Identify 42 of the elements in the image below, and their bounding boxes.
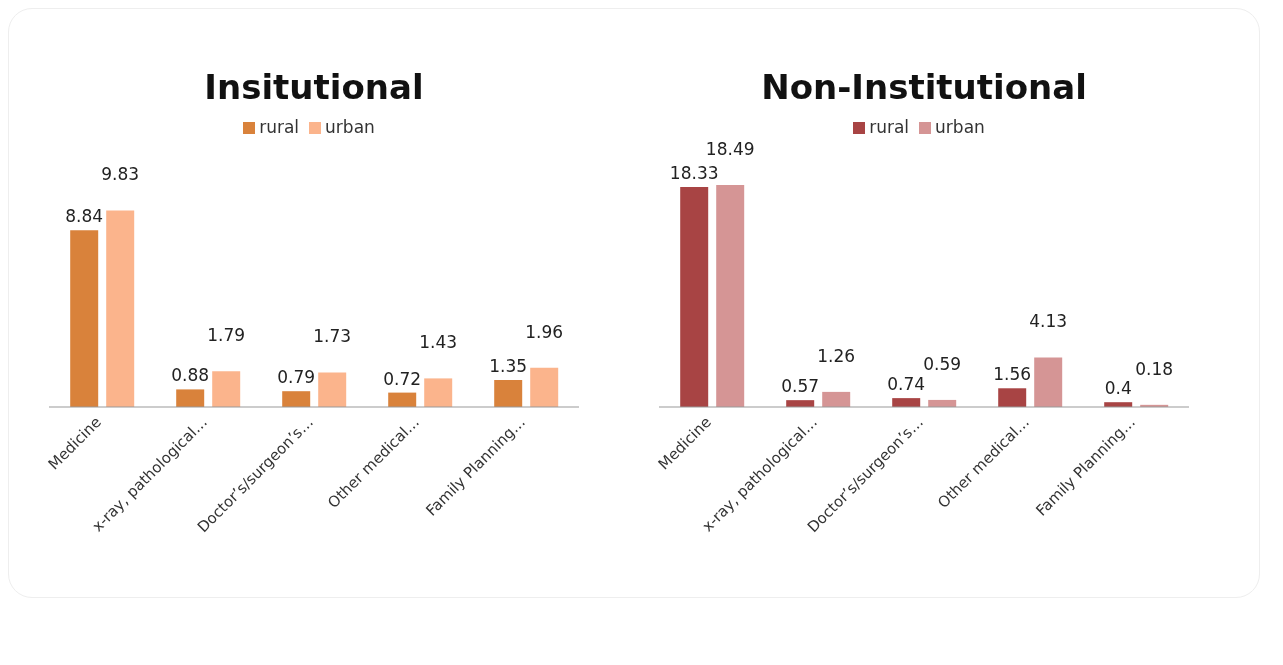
data-label: 18.33	[669, 163, 719, 184]
bar	[176, 389, 205, 407]
data-label: 1.35	[489, 356, 528, 376]
data-label: 1.73	[313, 326, 352, 347]
data-label: 18.49	[705, 139, 755, 160]
data-label: 0.74	[887, 374, 926, 395]
chart-title: Non-Institutional	[760, 67, 1088, 107]
data-label: 0.72	[383, 368, 422, 389]
bar	[212, 371, 241, 407]
bar	[680, 187, 709, 407]
chart-title: Insitutional	[203, 67, 425, 107]
bar	[106, 210, 135, 407]
bar	[822, 391, 851, 407]
bar	[892, 398, 921, 407]
bar	[388, 392, 417, 407]
bar	[998, 388, 1027, 407]
bar	[282, 391, 311, 407]
data-label: 8.84	[65, 206, 104, 227]
bar	[494, 380, 523, 407]
data-label: 0.88	[171, 365, 210, 386]
data-label: 1.79	[207, 325, 246, 346]
data-label: 4.13	[1029, 311, 1068, 332]
bar	[70, 230, 99, 407]
data-label: 0.59	[923, 353, 962, 374]
legend-label: rural	[869, 117, 910, 137]
bar	[716, 185, 745, 407]
legend-label: urban	[325, 117, 375, 137]
legend-label: rural	[259, 117, 300, 137]
data-label: 0.79	[277, 367, 316, 388]
data-label: 1.26	[817, 345, 856, 366]
data-label: 1.56	[993, 364, 1032, 385]
data-label: 1.43	[419, 332, 458, 353]
data-label: 9.83	[101, 164, 140, 185]
data-label: 0.18	[1135, 358, 1174, 379]
legend-label: urban	[935, 117, 985, 137]
data-label: 1.96	[525, 321, 564, 342]
bar	[1034, 357, 1063, 407]
bar	[424, 378, 453, 407]
bar	[530, 367, 559, 407]
bar	[318, 372, 347, 407]
data-label: 0.4	[1104, 378, 1132, 399]
data-label: 0.57	[781, 376, 820, 397]
